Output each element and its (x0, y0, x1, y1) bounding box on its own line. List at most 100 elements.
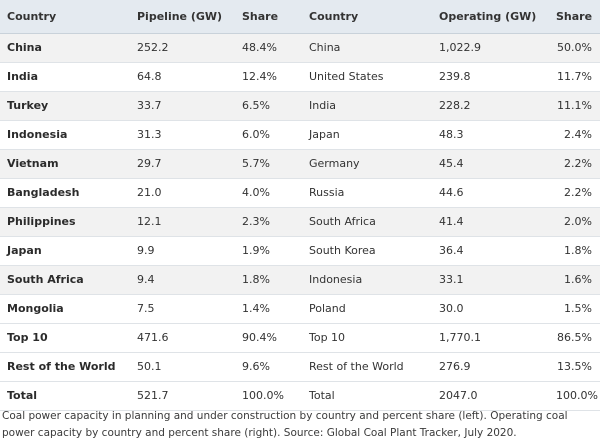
operating-cell: 276.9 (432, 352, 549, 382)
country-left-cell: Turkey (0, 91, 130, 121)
share-right-cell: 2.2% (549, 149, 600, 179)
share-left-cell: 1.4% (235, 294, 302, 324)
share-left-cell: 5.7% (235, 149, 302, 179)
operating-cell: 36.4 (432, 236, 549, 266)
operating-cell: 1,022.9 (432, 33, 549, 63)
pipeline-cell: 471.6 (130, 323, 235, 353)
share-left-cell: 90.4% (235, 323, 302, 353)
share-right-cell: 100.0% (549, 381, 600, 411)
country-right-cell: Poland (302, 294, 432, 324)
table-row: South Africa 9.4 1.8% Indonesia 33.1 1.6% (0, 265, 600, 295)
header-country-right: Country (302, 0, 432, 34)
share-right-cell: 2.0% (549, 207, 600, 237)
share-left-cell: 1.8% (235, 265, 302, 295)
table-body: China 252.2 48.4% China 1,022.9 50.0% India 64.… (0, 33, 600, 411)
table-row: China 252.2 48.4% China 1,022.9 50.0% (0, 33, 600, 63)
share-left-cell: 100.0% (235, 381, 302, 411)
table-row: Total 521.7 100.0% Total 2047.0 100.0% (0, 381, 600, 411)
operating-cell: 2047.0 (432, 381, 549, 411)
pipeline-cell: 7.5 (130, 294, 235, 324)
operating-cell: 44.6 (432, 178, 549, 208)
table-caption: Coal power capacity in planning and unde… (2, 410, 568, 439)
pipeline-cell: 50.1 (130, 352, 235, 382)
share-left-cell: 1.9% (235, 236, 302, 266)
country-right-cell: Japan (302, 120, 432, 150)
country-right-cell: Indonesia (302, 265, 432, 295)
pipeline-cell: 9.9 (130, 236, 235, 266)
country-right-cell: Rest of the World (302, 352, 432, 382)
header-country-left: Country (0, 0, 130, 34)
share-right-cell: 1.6% (549, 265, 600, 295)
country-right-cell: United States (302, 62, 432, 92)
header-operating: Operating (GW) (432, 0, 549, 34)
coal-capacity-table: Country Pipeline (GW) Share Country Oper… (0, 0, 600, 411)
table-header-row: Country Pipeline (GW) Share Country Oper… (0, 0, 600, 34)
country-right-cell: China (302, 33, 432, 63)
share-right-cell: 11.7% (549, 62, 600, 92)
table-row: Turkey 33.7 6.5% India 228.2 11.1% (0, 91, 600, 121)
country-left-cell: Mongolia (0, 294, 130, 324)
operating-cell: 45.4 (432, 149, 549, 179)
country-left-cell: Rest of the World (0, 352, 130, 382)
country-right-cell: Top 10 (302, 323, 432, 353)
share-left-cell: 12.4% (235, 62, 302, 92)
share-right-cell: 1.8% (549, 236, 600, 266)
table-row: Japan 9.9 1.9% South Korea 36.4 1.8% (0, 236, 600, 266)
country-left-cell: Indonesia (0, 120, 130, 150)
pipeline-cell: 21.0 (130, 178, 235, 208)
share-left-cell: 2.3% (235, 207, 302, 237)
country-left-cell: China (0, 33, 130, 63)
header-pipeline: Pipeline (GW) (130, 0, 235, 34)
country-right-cell: Russia (302, 178, 432, 208)
share-right-cell: 50.0% (549, 33, 600, 63)
header-share-left: Share (235, 0, 302, 34)
table-row: Vietnam 29.7 5.7% Germany 45.4 2.2% (0, 149, 600, 179)
pipeline-cell: 64.8 (130, 62, 235, 92)
operating-cell: 33.1 (432, 265, 549, 295)
country-left-cell: Total (0, 381, 130, 411)
share-right-cell: 1.5% (549, 294, 600, 324)
operating-cell: 48.3 (432, 120, 549, 150)
country-right-cell: India (302, 91, 432, 121)
country-left-cell: Bangladesh (0, 178, 130, 208)
table-row: Bangladesh 21.0 4.0% Russia 44.6 2.2% (0, 178, 600, 208)
share-right-cell: 13.5% (549, 352, 600, 382)
country-left-cell: India (0, 62, 130, 92)
share-right-cell: 2.2% (549, 178, 600, 208)
table-row: India 64.8 12.4% United States 239.8 11.7% (0, 62, 600, 92)
table-row: Mongolia 7.5 1.4% Poland 30.0 1.5% (0, 294, 600, 324)
table-row: Top 10 471.6 90.4% Top 10 1,770.1 86.5% (0, 323, 600, 353)
operating-cell: 41.4 (432, 207, 549, 237)
share-left-cell: 6.5% (235, 91, 302, 121)
table-row: Rest of the World 50.1 9.6% Rest of the Wor… (0, 352, 600, 382)
pipeline-cell: 29.7 (130, 149, 235, 179)
country-left-cell: Top 10 (0, 323, 130, 353)
country-right-cell: Total (302, 381, 432, 411)
country-right-cell: South Africa (302, 207, 432, 237)
share-right-cell: 86.5% (549, 323, 600, 353)
country-left-cell: Vietnam (0, 149, 130, 179)
pipeline-cell: 31.3 (130, 120, 235, 150)
operating-cell: 239.8 (432, 62, 549, 92)
share-left-cell: 6.0% (235, 120, 302, 150)
pipeline-cell: 12.1 (130, 207, 235, 237)
country-left-cell: South Africa (0, 265, 130, 295)
table-row: Philippines 12.1 2.3% South Africa 41.4 2.0% (0, 207, 600, 237)
operating-cell: 30.0 (432, 294, 549, 324)
pipeline-cell: 33.7 (130, 91, 235, 121)
country-left-cell: Philippines (0, 207, 130, 237)
country-left-cell: Japan (0, 236, 130, 266)
country-right-cell: Germany (302, 149, 432, 179)
operating-cell: 228.2 (432, 91, 549, 121)
share-left-cell: 9.6% (235, 352, 302, 382)
operating-cell: 1,770.1 (432, 323, 549, 353)
share-left-cell: 48.4% (235, 33, 302, 63)
pipeline-cell: 252.2 (130, 33, 235, 63)
share-right-cell: 11.1% (549, 91, 600, 121)
pipeline-cell: 521.7 (130, 381, 235, 411)
share-left-cell: 4.0% (235, 178, 302, 208)
share-right-cell: 2.4% (549, 120, 600, 150)
country-right-cell: South Korea (302, 236, 432, 266)
pipeline-cell: 9.4 (130, 265, 235, 295)
